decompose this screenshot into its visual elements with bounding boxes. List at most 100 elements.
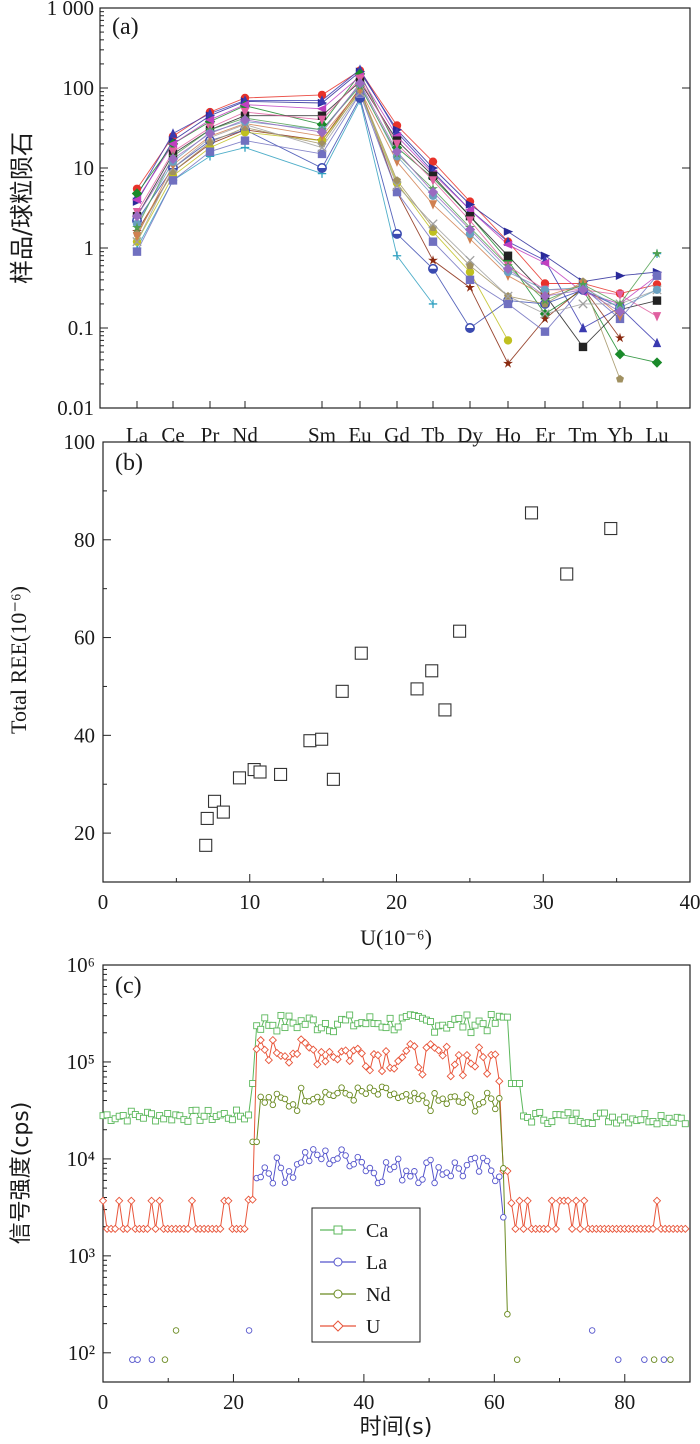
panel-c-point-ca — [261, 1014, 269, 1022]
panel-a-point — [466, 261, 474, 270]
panel-a-x-tick-label: Yb — [607, 423, 633, 447]
panel-c-point-ca — [196, 1116, 204, 1124]
panel-c-point-u — [110, 1224, 120, 1233]
panel-c-point-ca — [665, 1114, 673, 1122]
panel-a-point — [132, 222, 142, 232]
panel-c-point-la — [370, 1169, 378, 1177]
panel-c-point-ca — [200, 1112, 208, 1120]
panel-b-point — [216, 805, 230, 819]
panel-c-point-u — [313, 1060, 322, 1069]
panel-c-point-u — [394, 1056, 403, 1066]
panel-c-point-u — [398, 1053, 407, 1062]
panel-c-point-u — [333, 1055, 342, 1064]
panel-c-isolated-point-la — [134, 1356, 141, 1363]
panel-a-point — [465, 255, 475, 266]
panel-c-point-ca — [657, 1112, 665, 1120]
panel-c-point-ca — [152, 1117, 160, 1125]
panel-c-point-u — [462, 1050, 472, 1060]
panel-c-point-u — [151, 1224, 160, 1233]
panel-c-point-u — [248, 1195, 257, 1204]
panel-c-point-la — [277, 1164, 285, 1172]
panel-c-point-la — [285, 1168, 293, 1175]
panel-a-point — [578, 299, 588, 309]
panel-a-x-tick-label: Pr — [201, 423, 220, 447]
panel-c-point-nd — [273, 1090, 281, 1098]
panel-c-point-nd — [407, 1097, 414, 1104]
panel-a-point — [132, 247, 142, 256]
panel-c-point-nd — [346, 1091, 353, 1099]
panel-c-point-la — [475, 1168, 483, 1175]
panel-c-point-nd — [297, 1084, 305, 1092]
panel-a-point — [464, 224, 476, 235]
panel-c-point-la — [451, 1159, 459, 1166]
panel-c-point-u — [224, 1196, 233, 1205]
panel-a-point — [615, 332, 625, 343]
panel-c-x-tick-label: 80 — [614, 1390, 635, 1414]
panel-c-point-la — [305, 1157, 313, 1165]
panel-c-point-la — [496, 1173, 503, 1180]
panel-a-point — [239, 114, 251, 126]
panel-a-point — [615, 271, 626, 280]
panel-c-point-ca — [455, 1014, 463, 1022]
panel-c-y-tick-label: 10⁴ — [67, 1147, 95, 1171]
panel-c-point-u — [491, 1050, 500, 1059]
panel-c-y-tick-label: 10² — [68, 1341, 95, 1365]
panel-a-point — [541, 299, 549, 308]
panel-c-point-la — [281, 1179, 289, 1187]
panel-a-point — [205, 108, 215, 118]
panel-c-point-u — [470, 1062, 480, 1071]
legend-label-u: U — [366, 1316, 381, 1338]
panel-c-point-nd — [370, 1087, 378, 1095]
panel-a-x-tick-label: Tm — [568, 423, 597, 447]
panel-c-point-la — [403, 1167, 410, 1175]
legend-swatch-marker — [332, 1320, 344, 1332]
panel-c-point-ca — [637, 1116, 645, 1124]
panel-c-point-nd — [500, 1165, 507, 1172]
panel-c-point-nd — [479, 1098, 487, 1106]
panel-a-point — [502, 240, 513, 249]
panel-c-point-ca — [139, 1114, 147, 1122]
panel-a-point — [652, 248, 662, 258]
panel-c-point-ca — [192, 1106, 200, 1114]
panel-c-isolated-point-nd — [667, 1356, 674, 1363]
panel-a-y-tick-label: 1 — [84, 236, 95, 260]
panel-b-y-tick-label: 60 — [74, 626, 95, 650]
panel-c-point-ca — [301, 1020, 309, 1028]
panel-c-point-u — [576, 1224, 585, 1233]
panel-c-point-ca — [281, 1024, 289, 1032]
panel-c-point-ca — [342, 1016, 350, 1024]
panel-c-label: (c) — [115, 973, 142, 999]
panel-b-point — [438, 703, 452, 717]
panel-a-point — [317, 115, 327, 126]
panel-c-point-ca — [176, 1112, 184, 1120]
panel-b-x-tick-label: 20 — [386, 890, 407, 914]
panel-c-point-nd — [459, 1099, 467, 1106]
panel-c-point-u — [155, 1196, 164, 1205]
panel-a-point — [132, 232, 142, 242]
panel-a-x-tick-label: Sm — [308, 423, 336, 447]
panel-c-point-nd — [427, 1107, 434, 1115]
panel-c-isolated-point-la — [660, 1356, 668, 1363]
panel-c-point-nd — [491, 1105, 499, 1113]
panel-c-point-u — [507, 1198, 516, 1208]
panel-b-label: (b) — [115, 450, 143, 476]
panel-a-point — [615, 298, 625, 309]
panel-c-point-u — [648, 1224, 658, 1233]
panel-a-point — [502, 263, 514, 274]
panel-c-point-u — [260, 1045, 269, 1054]
panel-c-point-u — [474, 1043, 484, 1052]
panel-a-point — [167, 139, 178, 149]
panel-a-x-tick-label: Nd — [232, 423, 258, 447]
panel-c-point-la — [491, 1177, 499, 1185]
panel-a-point — [616, 374, 624, 383]
panel-c-point-ca — [471, 1021, 479, 1029]
panel-c-point-la — [411, 1168, 418, 1175]
panel-c-point-ca — [661, 1119, 669, 1127]
panel-c-point-la — [427, 1156, 434, 1164]
panel-c-point-ca — [362, 1020, 370, 1028]
panel-a-x-tick-label: Lu — [645, 423, 669, 447]
panel-c-point-ca — [232, 1106, 240, 1114]
panel-c-point-nd — [350, 1097, 357, 1104]
panel-c-point-u — [216, 1224, 225, 1233]
panel-b-point — [253, 765, 267, 779]
